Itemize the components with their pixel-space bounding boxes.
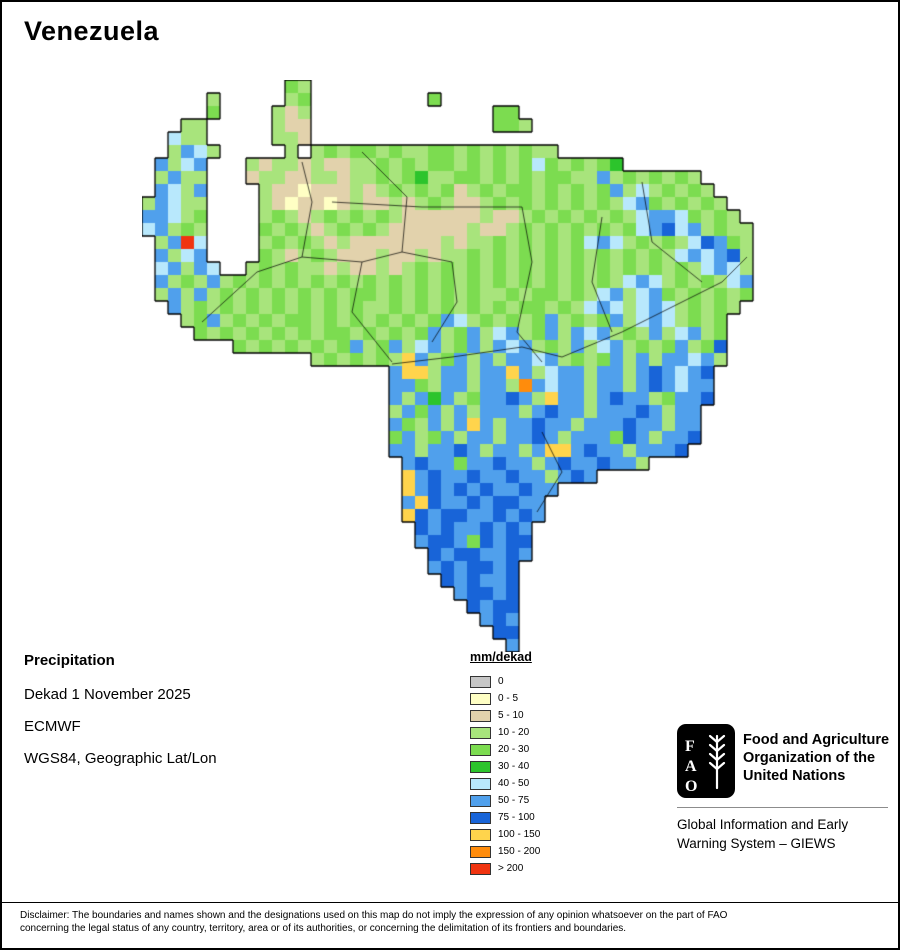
fao-logo-letter: A — [685, 758, 697, 775]
legend-swatch — [470, 828, 491, 841]
legend-item: 0 — [470, 673, 540, 690]
legend-label: 30 - 40 — [498, 761, 530, 772]
legend-item: 10 - 20 — [470, 724, 540, 741]
legend-swatch — [470, 726, 491, 739]
fao-logo-letters: F A O — [685, 738, 697, 795]
legend-label: 0 — [498, 676, 504, 687]
legend-label: > 200 — [498, 863, 524, 874]
giews-line: Global Information and Early — [677, 817, 849, 832]
wheat-icon — [708, 734, 726, 790]
page-title: Venezuela — [24, 16, 160, 46]
legend-item: 40 - 50 — [470, 775, 540, 792]
fao-logo: F A O — [677, 724, 735, 798]
legend-label: 20 - 30 — [498, 744, 530, 755]
org-name-line: United Nations — [743, 768, 846, 784]
map-info-block: Precipitation Dekad 1 November 2025 ECMW… — [24, 652, 217, 782]
fao-logo-background — [677, 724, 735, 798]
legend-item: > 200 — [470, 860, 540, 877]
legend-label: 0 - 5 — [498, 693, 519, 704]
legend-label: 50 - 75 — [498, 795, 530, 806]
precipitation-map — [142, 80, 766, 652]
legend-swatch — [470, 692, 491, 705]
legend: mm/dekad 0 0 - 5 5 - 10 10 - 20 20 - 30 30 - … — [470, 650, 540, 877]
info-source: ECMWF — [24, 718, 81, 735]
legend-item: 50 - 75 — [470, 792, 540, 809]
legend-label: 150 - 200 — [498, 846, 541, 857]
legend-item: 75 - 100 — [470, 809, 540, 826]
disclaimer-line: concerning the legal status of any count… — [20, 923, 627, 934]
fao-logo-letter: O — [685, 778, 697, 795]
legend-swatch — [470, 862, 491, 875]
legend-item: 100 - 150 — [470, 826, 540, 843]
legend-swatch — [470, 760, 491, 773]
legend-title: mm/dekad — [470, 650, 532, 664]
legend-item: 150 - 200 — [470, 843, 540, 860]
disclaimer-line: Disclaimer: The boundaries and names sho… — [20, 910, 728, 921]
org-name-line: Food and Agriculture — [743, 732, 890, 748]
legend-swatch — [470, 811, 491, 824]
giews-line: Warning System – GIEWS — [677, 836, 836, 851]
legend-item: 20 - 30 — [470, 741, 540, 758]
legend-label: 100 - 150 — [498, 829, 541, 840]
legend-item: 30 - 40 — [470, 758, 540, 775]
legend-label: 40 - 50 — [498, 778, 530, 789]
legend-swatch — [470, 675, 491, 688]
legend-swatch — [470, 743, 491, 756]
legend-label: 5 - 10 — [498, 710, 524, 721]
org-name-line: Organization of the — [743, 750, 876, 766]
disclaimer-text: Disclaimer: The boundaries and names sho… — [2, 902, 898, 935]
info-heading: Precipitation — [24, 652, 115, 669]
legend-label: 75 - 100 — [498, 812, 535, 823]
legend-items: 0 0 - 5 5 - 10 10 - 20 20 - 30 30 - 40 40 - 50… — [470, 673, 540, 877]
giews-label: Global Information and Early Warning Sys… — [677, 815, 848, 853]
info-dekad: Dekad 1 November 2025 — [24, 686, 191, 703]
legend-label: 10 - 20 — [498, 727, 530, 738]
info-projection: WGS84, Geographic Lat/Lon — [24, 750, 217, 767]
brand-divider — [677, 807, 888, 808]
legend-swatch — [470, 845, 491, 858]
legend-swatch — [470, 709, 491, 722]
legend-item: 0 - 5 — [470, 690, 540, 707]
org-name: Food and Agriculture Organization of the… — [743, 731, 889, 785]
legend-item: 5 - 10 — [470, 707, 540, 724]
legend-swatch — [470, 777, 491, 790]
legend-swatch — [470, 794, 491, 807]
fao-logo-letter: F — [685, 738, 695, 755]
